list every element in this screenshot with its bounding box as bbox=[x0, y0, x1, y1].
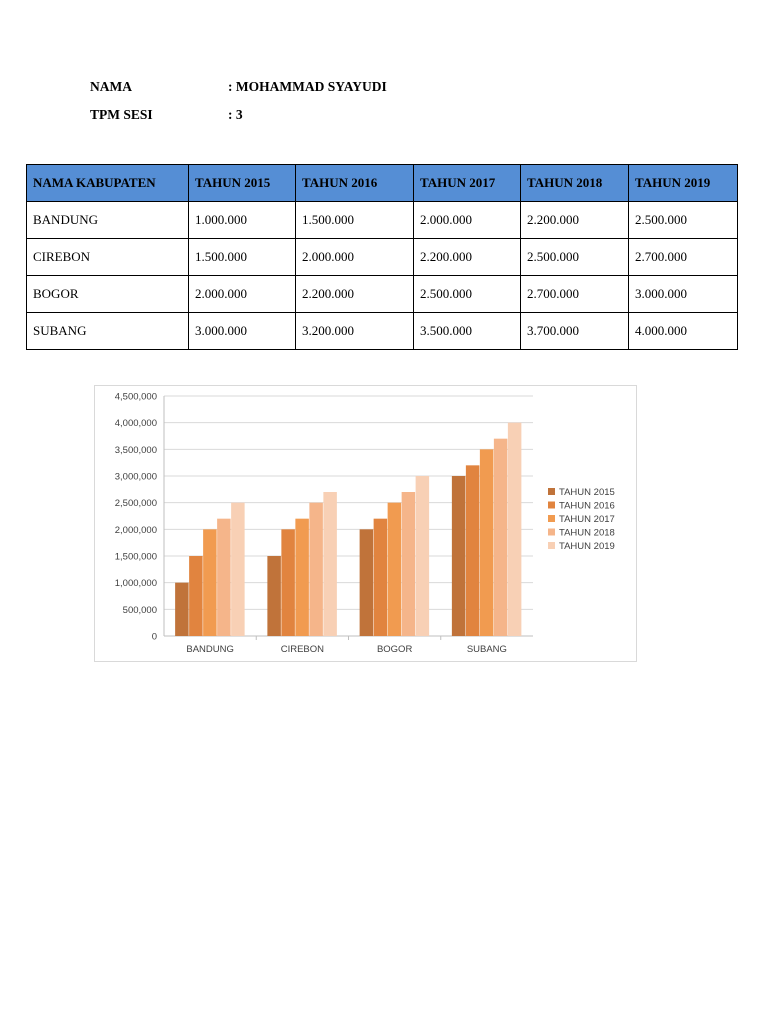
legend-swatch bbox=[548, 515, 555, 522]
table-cell: 1.500.000 bbox=[295, 201, 414, 239]
x-tick-label: SUBANG bbox=[467, 644, 507, 655]
bar bbox=[359, 529, 374, 636]
bar bbox=[295, 518, 309, 636]
bar bbox=[507, 422, 522, 636]
table-row: CIREBON 1.500.000 2.000.000 2.200.000 2.… bbox=[26, 238, 738, 276]
table-cell: 3.500.000 bbox=[413, 312, 521, 350]
legend-label: TAHUN 2017 bbox=[559, 514, 615, 525]
regency-data-table: NAMA KABUPATEN TAHUN 2015 TAHUN 2016 TAH… bbox=[26, 164, 738, 350]
table-cell: SUBANG bbox=[26, 312, 189, 350]
table-cell: 2.200.000 bbox=[413, 238, 521, 276]
table-cell: 2.700.000 bbox=[520, 275, 629, 313]
table-cell: 4.000.000 bbox=[628, 312, 738, 350]
bar bbox=[373, 518, 388, 636]
column-header: TAHUN 2016 bbox=[295, 164, 414, 202]
x-tick-label: BANDUNG bbox=[186, 644, 234, 655]
table-cell: 3.000.000 bbox=[628, 275, 738, 313]
bar bbox=[309, 502, 323, 636]
table-cell: BANDUNG bbox=[26, 201, 189, 239]
column-header: TAHUN 2015 bbox=[188, 164, 296, 202]
column-header: TAHUN 2017 bbox=[413, 164, 521, 202]
bar bbox=[479, 449, 494, 636]
table-cell: 2.000.000 bbox=[188, 275, 296, 313]
table-cell: 1.000.000 bbox=[188, 201, 296, 239]
y-tick-label: 0 bbox=[152, 632, 157, 643]
legend-label: TAHUN 2018 bbox=[559, 528, 615, 539]
bar bbox=[203, 529, 217, 636]
table-cell: 2.000.000 bbox=[295, 238, 414, 276]
y-tick-label: 500,000 bbox=[123, 605, 157, 616]
y-tick-label: 1,500,000 bbox=[115, 552, 157, 563]
table-header-row: NAMA KABUPATEN TAHUN 2015 TAHUN 2016 TAH… bbox=[26, 164, 738, 202]
table-cell: 3.200.000 bbox=[295, 312, 414, 350]
table-cell: 3.000.000 bbox=[188, 312, 296, 350]
y-tick-label: 4,500,000 bbox=[115, 392, 157, 403]
legend-label: TAHUN 2015 bbox=[559, 487, 615, 498]
table-row: BANDUNG 1.000.000 1.500.000 2.000.000 2.… bbox=[26, 201, 738, 239]
table-row: BOGOR 2.000.000 2.200.000 2.500.000 2.70… bbox=[26, 275, 738, 313]
bar-chart: 0 500,000 1,000,000 1,500,000 2,000,000 2,500… bbox=[94, 385, 637, 662]
y-tick-label: 3,000,000 bbox=[115, 472, 157, 483]
bar bbox=[493, 438, 508, 636]
y-tick-label: 2,000,000 bbox=[115, 525, 157, 536]
legend-swatch bbox=[548, 542, 555, 549]
table-cell: 2.700.000 bbox=[628, 238, 738, 276]
table-cell: 2.200.000 bbox=[295, 275, 414, 313]
session-label: TPM SESI bbox=[90, 107, 153, 122]
legend-label: TAHUN 2019 bbox=[559, 541, 615, 552]
table-cell: 2.500.000 bbox=[413, 275, 521, 313]
legend-swatch bbox=[548, 488, 555, 495]
table-cell: 2.500.000 bbox=[520, 238, 629, 276]
legend-swatch bbox=[548, 501, 555, 509]
bar bbox=[281, 529, 295, 636]
column-header: TAHUN 2019 bbox=[628, 164, 738, 202]
table-cell: 3.700.000 bbox=[520, 312, 629, 350]
bar bbox=[217, 518, 231, 636]
name-value: : MOHAMMAD SYAYUDI bbox=[228, 79, 387, 94]
x-tick-label: BOGOR bbox=[377, 644, 413, 655]
column-header: TAHUN 2018 bbox=[520, 164, 629, 202]
table-cell: BOGOR bbox=[26, 275, 189, 313]
bar bbox=[231, 502, 245, 636]
bar bbox=[189, 556, 203, 636]
bar bbox=[415, 476, 430, 636]
column-header: NAMA KABUPATEN bbox=[26, 164, 189, 202]
y-tick-label: 3,500,000 bbox=[115, 445, 157, 456]
table-cell: 2.500.000 bbox=[628, 201, 738, 239]
bar-chart-svg: 0 500,000 1,000,000 1,500,000 2,000,000 2,500… bbox=[115, 392, 615, 656]
table-cell: 2.000.000 bbox=[413, 201, 521, 239]
legend-label: TAHUN 2016 bbox=[559, 501, 615, 512]
table-row: SUBANG 3.000.000 3.200.000 3.500.000 3.7… bbox=[26, 312, 738, 350]
table-cell: 1.500.000 bbox=[188, 238, 296, 276]
table-cell: 2.200.000 bbox=[520, 201, 629, 239]
session-value: : 3 bbox=[228, 107, 243, 122]
bar bbox=[465, 465, 480, 636]
bar bbox=[401, 492, 416, 636]
legend-swatch bbox=[548, 528, 555, 536]
bar bbox=[323, 492, 337, 636]
y-tick-label: 4,000,000 bbox=[115, 418, 157, 429]
table-cell: CIREBON bbox=[26, 238, 189, 276]
y-tick-label: 1,000,000 bbox=[115, 578, 157, 589]
y-tick-label: 2,500,000 bbox=[115, 498, 157, 509]
bar bbox=[451, 476, 466, 636]
bar bbox=[387, 502, 402, 636]
x-tick-label: CIREBON bbox=[281, 644, 324, 655]
name-label: NAMA bbox=[90, 79, 132, 94]
bar bbox=[175, 582, 189, 636]
bar bbox=[267, 556, 281, 636]
